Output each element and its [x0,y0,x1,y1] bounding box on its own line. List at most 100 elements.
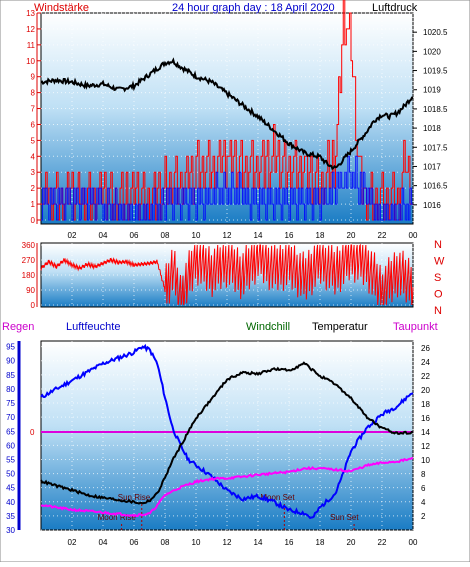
wind-x-tick: 00 [409,231,418,240]
legend-windchill: Windchill [246,321,290,333]
temp-tick-label: 18 [421,400,430,409]
pressure-tick-label: 1018 [423,124,441,133]
wind-tick-label: 2 [31,184,36,193]
wind-x-tick: 08 [161,231,170,240]
humidity-tick-label: 85 [6,371,15,380]
temp-x-tick: 20 [347,538,356,547]
humidity-tick-label: 80 [6,385,15,394]
wind-tick-label: 11 [27,41,36,50]
series-taupunkt [40,457,414,518]
temp-tick-label: 6 [421,484,426,493]
humidity-tick-label: 60 [6,441,15,450]
temp-x-tick: 10 [192,538,201,547]
temp-tick-label: 26 [421,344,430,353]
temp-tick-label: 8 [421,470,426,479]
temp-tick-label: 22 [421,372,430,381]
wind-x-tick: 10 [192,231,201,240]
legend-temperatur: Temperatur [312,321,368,333]
pressure-tick-label: 1016.5 [423,182,448,191]
humidity-tick-label: 50 [6,470,15,479]
temp-tick-label: 10 [421,456,430,465]
humidity-tick-label: 65 [6,427,15,436]
series-temperatur [40,361,414,505]
wind-tick-label: 12 [26,25,35,34]
compass-label: S [434,272,441,284]
wind-speed-series [41,0,413,221]
direction-tick-label: 360 [22,241,36,250]
temp-tick-label: 12 [421,442,430,451]
wind-x-tick: 14 [254,231,263,240]
humidity-tick-label: 35 [6,512,15,521]
pressure-tick-label: 1017.5 [423,143,448,152]
pressure-tick-label: 1019 [423,86,441,95]
humidity-tick-label: 55 [6,455,15,464]
direction-series [40,243,414,306]
wind-tick-label: 7 [31,105,36,114]
temp-tick-label: 14 [421,428,430,437]
wind-x-tick: 16 [285,231,294,240]
temp-tick-label: 24 [421,358,430,367]
compass-label: N [434,305,442,317]
pressure-tick-label: 1020 [423,47,441,56]
wind-x-tick: 06 [130,231,139,240]
legend-regen: Regen [2,321,34,333]
wind-tick-label: 4 [31,152,36,161]
legend-taupunkt: Taupunkt [393,321,438,333]
temp-x-tick: 08 [161,538,170,547]
temp-x-tick: 06 [130,538,139,547]
pressure-tick-label: 1019.5 [423,67,448,76]
direction-tick-label: 0 [31,301,36,310]
humidity-tick-label: 95 [6,343,15,352]
temp-x-tick: 04 [99,538,108,547]
wind-x-tick: 18 [316,231,325,240]
wind-tick-label: 9 [31,73,36,82]
compass-label: N [434,239,442,251]
temp-x-tick: 02 [68,538,77,547]
temp-x-tick: 22 [378,538,387,547]
legend-luftfeuchte: Luftfeuchte [66,321,120,333]
wind-tick-label: 0 [31,216,36,225]
wind-x-tick: 20 [347,231,356,240]
chart-title: 24 hour graph day : 18 April 2020 [172,2,335,14]
direction-tick-label: 90 [26,286,35,295]
humidity-temp-panel: 3035404550556065707580859095246810121416… [6,340,430,547]
pressure-tick-label: 1016 [423,201,441,210]
temp-tick-label: 2 [421,512,426,521]
humidity-tick-label: 45 [6,484,15,493]
astro-annotation: Sun Set [330,513,359,522]
wind-x-tick: 22 [378,231,387,240]
wind-x-tick: 02 [68,231,77,240]
temp-tick-label: 4 [421,498,426,507]
pressure-tick-label: 1020.5 [423,28,448,37]
temp-x-tick: 14 [254,538,263,547]
pressure-tick-label: 1017 [423,162,441,171]
pressure-title: Luftdruck [372,2,418,14]
wind-tick-label: 1 [31,200,36,209]
humidity-tick-label: 75 [6,399,15,408]
wind-tick-label: 13 [26,9,35,18]
temp-x-tick: 16 [285,538,294,547]
wind-tick-label: 6 [31,120,36,129]
pressure-series [40,57,414,171]
wind-gust-series [41,155,413,221]
series-luftfeuchte [40,343,414,520]
pressure-tick-label: 1018.5 [423,105,448,114]
humidity-tick-label: 40 [6,498,15,507]
compass-label: O [434,289,443,301]
humidity-tick-label: 70 [6,413,15,422]
wind-x-tick: 04 [99,231,108,240]
temp-x-tick: 12 [223,538,232,547]
rain-zero-label: 0 [30,428,35,437]
temp-x-tick: 00 [409,538,418,547]
wind-x-tick: 12 [223,231,232,240]
wind-title: Windstärke [34,2,89,14]
temp-tick-label: 20 [421,386,430,395]
humidity-tick-label: 30 [6,526,15,535]
wind-pressure-panel: 01234567891011121310161016.510171017.510… [26,0,448,240]
humidity-tick-label: 90 [6,357,15,366]
compass-label: W [434,256,445,268]
astro-annotation: Sun Rise [118,493,151,502]
